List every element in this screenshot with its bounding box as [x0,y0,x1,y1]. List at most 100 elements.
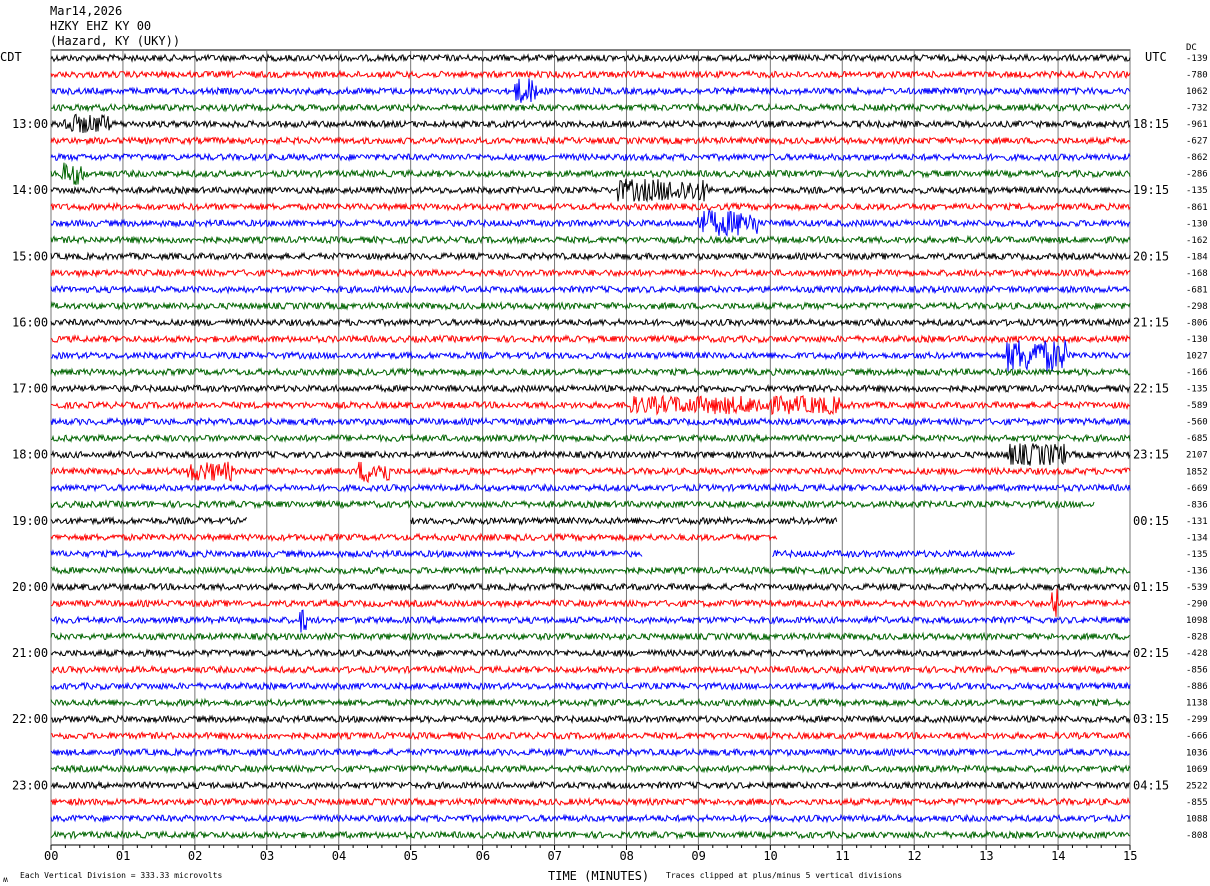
plot-frame [50,49,1131,846]
trace-row-20 [50,383,1131,394]
trace-row-21 [50,394,1131,416]
dc-offset-label: 1138 [1186,699,1208,709]
left-hour-label: 20:00 [12,580,48,594]
dc-offset-label: 1088 [1186,814,1208,824]
trace-row-47 [50,829,1131,841]
trace-row-29 [50,532,778,543]
dc-offset-label: 1027 [1186,352,1208,362]
trace-row-39 [50,697,1131,708]
trace-row-36 [50,648,1131,659]
dc-offset-label: -136 [1186,566,1208,576]
dc-offset-label: -130 [1186,335,1208,345]
dc-offset-label: -299 [1186,715,1208,725]
left-hour-label: 13:00 [12,117,48,131]
trace-row-34 [50,609,1131,633]
dc-offset-label: 2522 [1186,781,1208,791]
dc-offset-label: -428 [1186,649,1208,659]
left-hour-label: 21:00 [12,646,48,660]
trace-row-19 [50,367,1131,378]
trace-row-43 [50,763,1131,774]
trace-row-38 [50,681,1131,692]
trace-row-7 [50,162,1131,185]
dc-offset-label: -135 [1186,186,1208,196]
x-tick-label: 03 [260,849,274,863]
x-tick-label: 13 [979,849,993,863]
dc-offset-label: -861 [1186,203,1208,213]
trace-row-28 [50,515,838,526]
right-timezone-label: UTC [1145,50,1167,64]
dc-offset-label: -135 [1186,550,1208,560]
trace-row-26 [50,482,1131,493]
dc-offset-label: -134 [1186,533,1208,543]
x-axis-title: TIME (MINUTES) [548,869,649,883]
trace-row-11 [50,234,1131,245]
x-tick-label: 12 [907,849,921,863]
right-hour-label: 03:15 [1133,712,1169,726]
dc-offset-label: -808 [1186,831,1208,841]
dc-offset-label: -862 [1186,153,1208,163]
trace-row-22 [50,416,1131,427]
trace-row-0 [50,52,1131,63]
trace-row-15 [50,300,1131,311]
trace-row-14 [50,284,1131,295]
trace-row-37 [51,664,1131,675]
trace-row-5 [50,135,1131,146]
dc-offset-label: -685 [1186,434,1208,444]
clip-note: Traces clipped at plus/minus 5 vertical … [666,871,902,880]
trace-row-10 [50,208,1131,237]
trace-row-4 [50,113,1131,134]
x-tick-label: 04 [332,849,346,863]
dc-offset-label: 1098 [1186,616,1208,626]
dc-offset-label: -589 [1186,401,1208,411]
x-tick-label: 08 [619,849,633,863]
left-hour-label: 22:00 [12,712,48,726]
left-hour-label: 16:00 [12,315,48,329]
trace-row-30 [50,548,1015,559]
trace-row-6 [50,152,1131,163]
dc-offset-label: 1062 [1186,87,1208,97]
dc-offset-label: -806 [1186,318,1208,328]
trace-row-46 [50,813,1131,824]
x-tick-label: 10 [763,849,777,863]
x-tick-label: 14 [1051,849,1065,863]
dc-offset-label: -666 [1186,732,1208,742]
scale-note: Each Vertical Division = 333.33 microvol… [20,871,222,880]
dc-offset-label: -139 [1186,54,1208,64]
logo: ʍ [3,875,8,884]
x-tick-label: 01 [116,849,130,863]
x-tick-label: 07 [548,849,562,863]
left-hour-label: 19:00 [12,514,48,528]
right-hour-label: 23:15 [1133,448,1169,462]
dc-offset-label: -184 [1186,252,1208,262]
right-hour-label: 02:15 [1133,646,1169,660]
trace-row-44 [50,780,1131,791]
x-tick-label: 00 [44,849,58,863]
dc-offset-label: -828 [1186,633,1208,643]
x-tick-label: 09 [691,849,705,863]
dc-offset-label: -961 [1186,120,1208,130]
trace-row-13 [50,267,1131,279]
trace-row-41 [51,730,1131,741]
x-tick-label: 11 [835,849,849,863]
right-hour-label: 04:15 [1133,778,1169,792]
trace-row-12 [50,251,1131,262]
dc-offset-label: -135 [1186,385,1208,395]
trace-row-24 [50,443,1131,466]
dc-offset-label: -681 [1186,285,1208,295]
trace-row-33 [50,588,1131,617]
date-label: Mar14,2026 [50,4,123,18]
dc-offset-label: -162 [1186,236,1208,246]
left-hour-label: 17:00 [12,382,48,396]
dc-offset-label: 1069 [1186,765,1208,775]
dc-header: DC [1186,43,1197,53]
trace-row-25 [50,461,1131,484]
dc-offset-label: -290 [1186,599,1208,609]
trace-row-40 [50,714,1131,725]
location-label: (Hazard, KY (UKY)) [50,34,181,48]
trace-row-16 [50,317,1131,328]
dc-offset-label: -130 [1186,219,1208,229]
right-hour-label: 00:15 [1133,514,1169,528]
left-hour-label: 14:00 [12,183,48,197]
